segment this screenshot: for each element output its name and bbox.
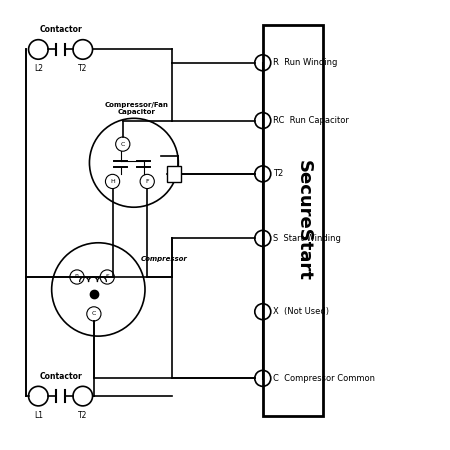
Text: L1: L1 bbox=[34, 411, 43, 420]
Text: RC  Run Capacitor: RC Run Capacitor bbox=[273, 116, 348, 125]
Text: C  Compressor Common: C Compressor Common bbox=[273, 374, 374, 383]
Text: T2: T2 bbox=[78, 64, 87, 73]
Text: H: H bbox=[110, 179, 115, 184]
Text: Contactor: Contactor bbox=[39, 372, 82, 381]
Text: S  Start Winding: S Start Winding bbox=[273, 234, 341, 243]
Text: F: F bbox=[145, 179, 149, 184]
Text: R  Run Winding: R Run Winding bbox=[273, 58, 337, 68]
Text: T2: T2 bbox=[273, 169, 283, 178]
Bar bbox=[263, 25, 323, 416]
Text: Compressor/Fan
Capacitor: Compressor/Fan Capacitor bbox=[104, 102, 168, 115]
Text: C: C bbox=[92, 311, 96, 316]
Text: S: S bbox=[105, 274, 109, 279]
Text: Compressor: Compressor bbox=[140, 256, 188, 262]
Text: R: R bbox=[75, 274, 79, 279]
Text: C: C bbox=[121, 142, 125, 147]
Text: X  (Not Used): X (Not Used) bbox=[273, 307, 328, 316]
Bar bbox=[167, 166, 180, 182]
Text: SecureStart: SecureStart bbox=[295, 160, 313, 281]
Text: T2: T2 bbox=[78, 411, 87, 420]
Text: L2: L2 bbox=[34, 64, 43, 73]
Text: Contactor: Contactor bbox=[39, 25, 82, 34]
